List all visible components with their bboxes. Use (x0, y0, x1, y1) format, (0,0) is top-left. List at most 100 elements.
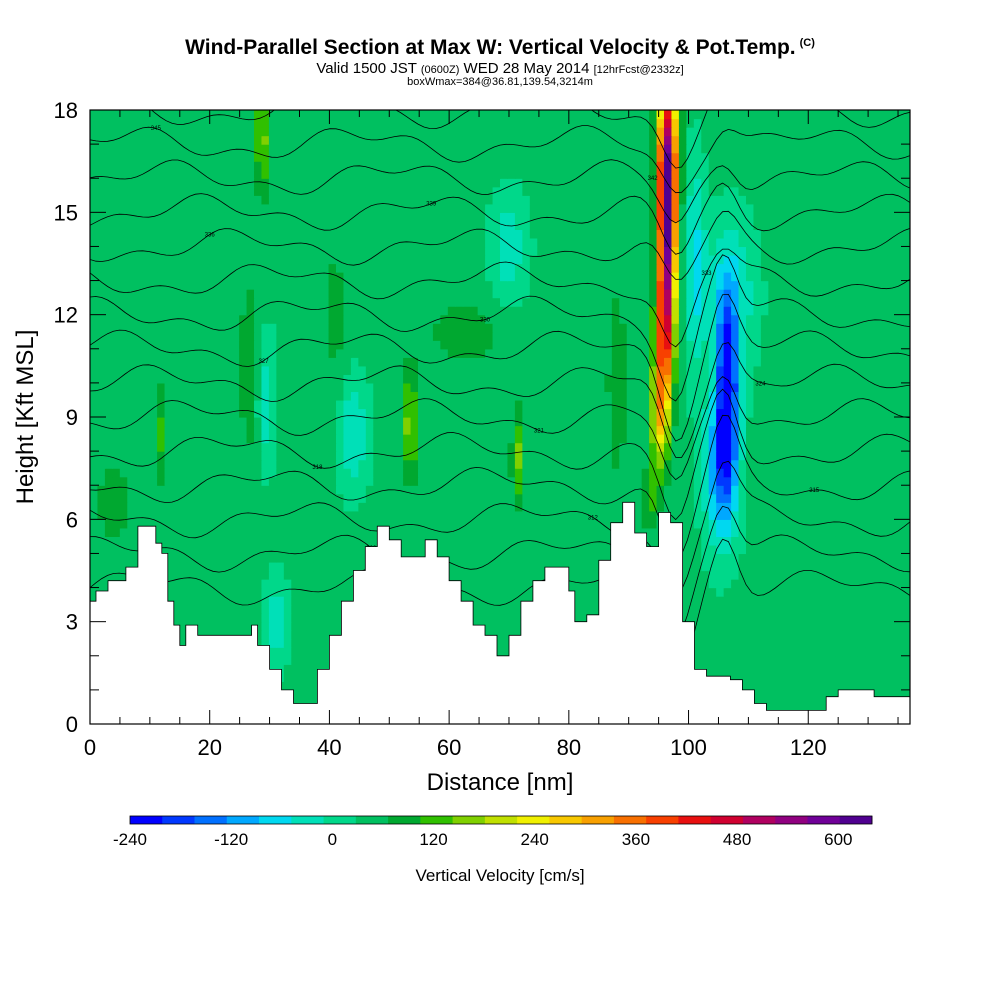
field-cell (261, 468, 270, 478)
field-cell (470, 357, 479, 367)
field-cell (172, 451, 181, 461)
field-cell (268, 621, 277, 631)
field-cell (775, 357, 784, 367)
field-cell (209, 476, 218, 486)
field-cell (328, 579, 337, 589)
field-cell (820, 340, 829, 350)
field-cell (842, 485, 851, 495)
field-cell (664, 408, 673, 418)
field-cell (596, 553, 605, 563)
field-cell (731, 365, 740, 375)
field-cell (127, 382, 136, 393)
field-cell (291, 357, 300, 367)
field-cell (887, 510, 896, 520)
field-cell (649, 502, 658, 512)
field-cell (820, 510, 829, 520)
field-cell (760, 493, 769, 503)
field-cell (142, 340, 151, 350)
field-cell (783, 442, 792, 452)
field-cell (157, 493, 166, 503)
field-cell (746, 613, 755, 623)
field-cell (283, 434, 292, 444)
field-cell (880, 561, 889, 572)
field-cell (544, 502, 553, 512)
field-cell (261, 331, 270, 341)
field-cell (887, 570, 896, 580)
field-cell (902, 357, 910, 367)
field-cell (835, 570, 844, 580)
field-cell (298, 579, 307, 589)
field-cell (186, 476, 195, 486)
field-cell (716, 382, 725, 393)
field-cell (224, 570, 233, 580)
field-cell (119, 510, 128, 520)
field-cell (231, 519, 240, 529)
field-cell (544, 553, 553, 563)
field-cell (112, 544, 121, 555)
field-cell (283, 374, 292, 384)
field-cell (596, 442, 605, 452)
field-cell (336, 476, 345, 486)
field-cell (149, 425, 158, 435)
field-cell (246, 331, 255, 341)
field-cell (723, 340, 732, 350)
field-cell (336, 613, 345, 623)
field-cell (716, 536, 725, 546)
field-cell (90, 527, 99, 537)
field-cell (201, 451, 210, 461)
field-cell (641, 493, 650, 503)
field-cell (708, 630, 717, 640)
field-cell (522, 493, 531, 503)
field-cell (723, 647, 732, 657)
field-cell (455, 553, 464, 563)
field-cell (880, 391, 889, 401)
field-cell (306, 519, 315, 529)
field-cell (671, 348, 680, 358)
field-cell (887, 468, 896, 478)
field-cell (596, 357, 605, 367)
field-cell (887, 459, 896, 469)
field-cell (194, 536, 203, 546)
field-cell (768, 630, 777, 640)
field-cell (321, 357, 330, 367)
field-cell (216, 570, 225, 580)
field-cell (850, 399, 859, 410)
field-cell (857, 348, 866, 358)
field-cell (298, 399, 307, 410)
field-cell (857, 570, 866, 580)
field-cell (328, 468, 337, 478)
field-cell (850, 476, 859, 486)
field-cell (112, 493, 121, 503)
field-cell (805, 536, 814, 546)
field-cell (582, 570, 591, 580)
field-cell (828, 689, 837, 700)
field-cell (790, 468, 799, 478)
field-cell (194, 519, 203, 529)
field-cell (336, 357, 345, 367)
field-cell (850, 630, 859, 640)
field-cell (678, 417, 687, 427)
field-cell (276, 638, 285, 648)
field-cell (708, 553, 717, 563)
field-cell (850, 502, 859, 512)
field-cell (485, 630, 494, 640)
field-cell (738, 630, 747, 640)
field-cell (790, 561, 799, 572)
field-cell (112, 374, 121, 384)
field-cell (865, 340, 874, 350)
field-cell (350, 434, 359, 444)
field-cell (783, 630, 792, 640)
field-cell (373, 331, 382, 341)
field-cell (790, 638, 799, 648)
field-cell (582, 553, 591, 563)
field-cell (432, 468, 441, 478)
field-cell (239, 493, 248, 503)
field-cell (857, 382, 866, 393)
field-cell (678, 485, 687, 495)
field-cell (716, 348, 725, 358)
field-cell (552, 425, 561, 435)
field-cell (90, 596, 99, 606)
field-cell (313, 655, 322, 665)
field-cell (313, 459, 322, 469)
field-cell (186, 340, 195, 350)
